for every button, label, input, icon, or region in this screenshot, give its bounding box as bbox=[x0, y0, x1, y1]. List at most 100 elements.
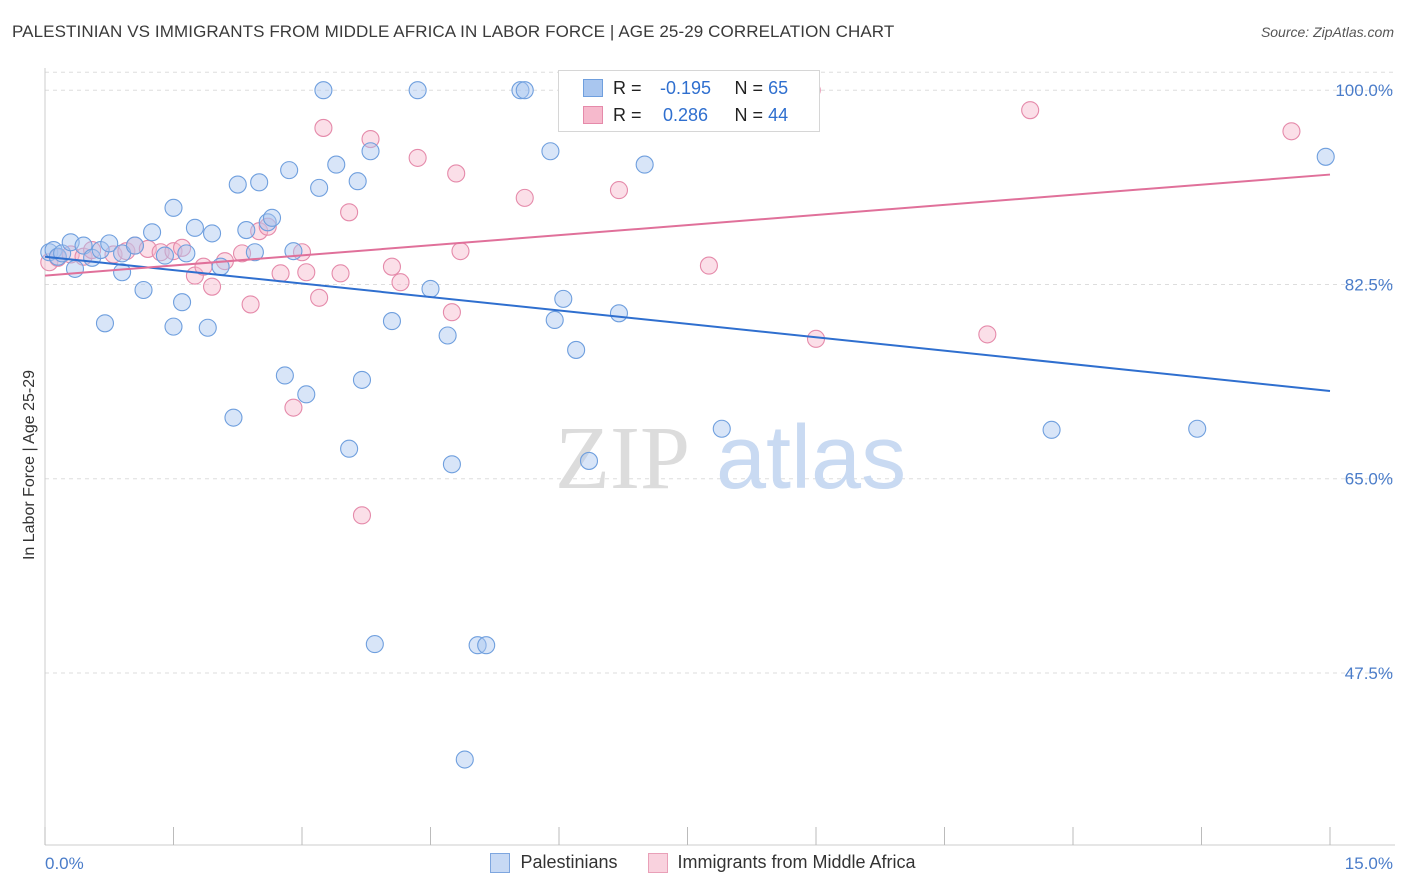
palestinian-point bbox=[609, 304, 629, 323]
legend-row-palestinians: R = -0.195 N = 65 bbox=[583, 75, 788, 101]
tick-labels: 47.5% 65.0% 82.5% 100.0% 0.0% 15.0% bbox=[45, 81, 1393, 873]
immigrant-point bbox=[382, 257, 402, 276]
palestinian-point bbox=[185, 218, 204, 237]
palestinian-point bbox=[203, 224, 222, 243]
palestinian-point bbox=[95, 314, 115, 333]
palestinian-point bbox=[382, 312, 402, 331]
palestinian-point bbox=[554, 289, 573, 308]
immigrant-point bbox=[1021, 101, 1040, 120]
palestinian-point bbox=[275, 366, 294, 385]
immigrant-trend-line bbox=[44, 173, 1331, 277]
immigrant-point bbox=[978, 325, 997, 344]
palestinian-point bbox=[314, 81, 333, 100]
palestinian-point bbox=[1316, 147, 1335, 166]
immigrant-point bbox=[232, 244, 252, 263]
legend-swatch-immigrants bbox=[647, 852, 668, 873]
immigrant-point bbox=[331, 264, 350, 283]
legend-swatch-palestinians bbox=[490, 852, 511, 873]
y-tick-label: 82.5% bbox=[1345, 275, 1393, 294]
legend-r-label: R = bbox=[613, 104, 642, 125]
immigrant-point bbox=[310, 288, 329, 307]
palestinian-point bbox=[177, 244, 196, 263]
legend-n-value: 44 bbox=[768, 104, 789, 125]
palestinian-point bbox=[567, 340, 586, 359]
legend-item-palestinians[interactable]: Palestinians bbox=[490, 852, 618, 873]
palestinian-point bbox=[348, 172, 367, 191]
palestinian-point bbox=[408, 81, 427, 100]
palestinian-point bbox=[100, 234, 119, 253]
palestinian-point bbox=[237, 221, 256, 240]
palestinian-point bbox=[1042, 420, 1061, 439]
stats-legend: R = -0.195 N = 65 R = 0.286 N = 44 bbox=[558, 70, 820, 132]
immigrant-point bbox=[340, 203, 359, 222]
palestinian-point bbox=[65, 259, 85, 278]
immigrant-point bbox=[258, 217, 277, 236]
palestinian-point bbox=[365, 635, 384, 654]
palestinian-point bbox=[421, 279, 440, 298]
palestinian-point bbox=[228, 175, 247, 194]
y-tick-label: 47.5% bbox=[1345, 664, 1393, 683]
palestinian-point bbox=[155, 246, 174, 265]
watermark-atlas: atlas bbox=[716, 408, 906, 508]
immigrant-point bbox=[297, 263, 316, 282]
immigrant-point bbox=[408, 148, 427, 167]
palestinian-point bbox=[515, 81, 534, 100]
palestinian-point bbox=[245, 243, 264, 262]
palestinian-point bbox=[340, 439, 359, 458]
axes-layer bbox=[44, 68, 1395, 846]
immigrant-point bbox=[391, 273, 410, 292]
immigrant-point bbox=[699, 256, 718, 275]
legend-r-value: -0.195 bbox=[660, 77, 712, 98]
y-tick-label: 65.0% bbox=[1345, 470, 1393, 489]
palestinian-point bbox=[74, 236, 93, 255]
trend-lines bbox=[44, 173, 1331, 393]
legend-n-label: N = bbox=[734, 77, 764, 98]
immigrant-point bbox=[1282, 122, 1301, 141]
palestinian-point bbox=[1188, 419, 1207, 438]
palestinian-point bbox=[635, 155, 654, 174]
palestinian-point bbox=[477, 636, 496, 655]
palestinian-point bbox=[455, 750, 474, 769]
series-palestinians bbox=[40, 81, 1335, 769]
palestinian-point bbox=[164, 317, 183, 336]
palestinian-point bbox=[280, 161, 299, 180]
palestinian-point bbox=[173, 293, 192, 312]
palestinian-point bbox=[712, 419, 731, 438]
palestinian-point bbox=[352, 370, 372, 389]
legend-item-immigrants[interactable]: Immigrants from Middle Africa bbox=[647, 852, 916, 873]
palestinian-point bbox=[143, 223, 162, 242]
legend-swatch-blue bbox=[583, 79, 603, 97]
grid-layer bbox=[45, 71, 1395, 674]
palestinian-trend-line bbox=[44, 255, 1331, 393]
legend-label-immigrants: Immigrants from Middle Africa bbox=[677, 852, 916, 872]
immigrant-point bbox=[284, 398, 303, 417]
y-tick-label: 100.0% bbox=[1335, 81, 1393, 100]
palestinian-point bbox=[262, 208, 282, 227]
palestinian-point bbox=[164, 198, 183, 217]
palestinian-point bbox=[250, 173, 269, 192]
watermark-zip: ZIP bbox=[555, 409, 690, 508]
palestinian-point bbox=[327, 155, 346, 174]
palestinian-point bbox=[113, 263, 132, 282]
palestinian-point bbox=[541, 142, 560, 161]
palestinian-point bbox=[224, 408, 243, 427]
palestinian-point bbox=[579, 451, 599, 470]
immigrant-point bbox=[447, 164, 466, 183]
immigrant-point bbox=[203, 277, 222, 296]
source-credit: Source: ZipAtlas.com bbox=[1260, 24, 1394, 40]
immigrant-point bbox=[515, 188, 534, 207]
palestinian-point bbox=[125, 236, 144, 255]
immigrant-point bbox=[609, 181, 629, 200]
palestinian-point bbox=[134, 280, 153, 300]
immigrant-point bbox=[442, 303, 461, 322]
x-tick-label: 0.0% bbox=[45, 854, 84, 873]
legend-n-label: N = bbox=[734, 104, 764, 125]
palestinian-point bbox=[438, 326, 457, 345]
immigrant-point bbox=[314, 118, 333, 137]
legend-n-value: 65 bbox=[768, 77, 789, 98]
y-axis-label: In Labor Force | Age 25-29 bbox=[21, 370, 38, 560]
chart-title: PALESTINIAN VS IMMIGRANTS FROM MIDDLE AF… bbox=[12, 22, 895, 41]
legend-row-immigrants: R = 0.286 N = 44 bbox=[583, 102, 788, 128]
immigrant-point bbox=[271, 264, 290, 283]
